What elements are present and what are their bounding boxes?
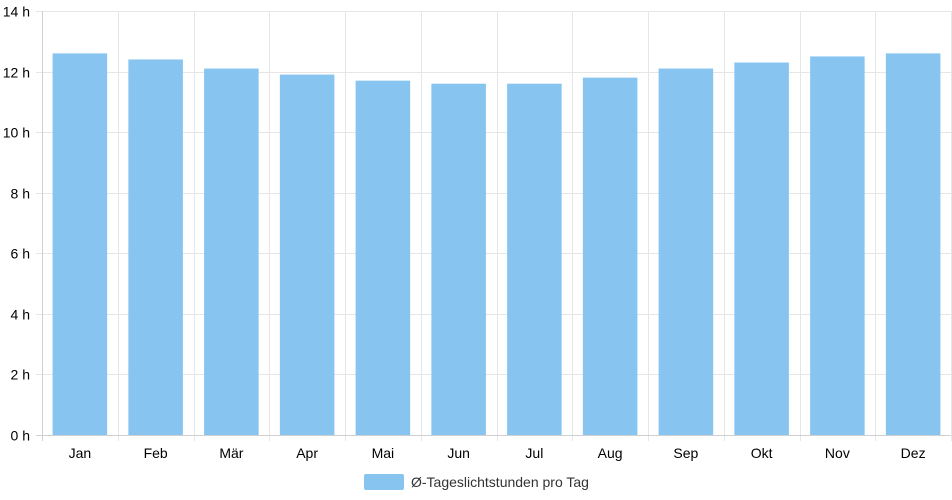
grid-lines (36, 11, 952, 441)
bar-feb[interactable] (128, 59, 183, 436)
x-tick-label: Mär (219, 445, 243, 461)
x-tick-label: Aug (598, 445, 623, 461)
y-tick-label: 14 h (3, 4, 30, 20)
x-tick-label: Okt (751, 445, 773, 461)
x-tick-label: Apr (296, 445, 318, 461)
x-tick-label: Jun (447, 445, 470, 461)
bar-jun[interactable] (431, 83, 486, 435)
bar-mai[interactable] (355, 80, 411, 435)
axes (36, 11, 951, 441)
x-tick-label: Feb (144, 445, 168, 461)
legend[interactable]: Ø-Tageslichtstunden pro Tag (364, 474, 589, 490)
x-tick-labels: Jan Feb Mär Apr Mai Jun Jul Aug Sep Okt Nov Dez (69, 445, 926, 461)
legend-swatch[interactable] (364, 474, 404, 490)
x-tick-label: Jul (525, 445, 543, 461)
bar-okt[interactable] (734, 62, 789, 436)
bars (52, 53, 941, 436)
x-tick-label: Nov (825, 445, 850, 461)
y-tick-label: 0 h (11, 428, 30, 444)
bar-nov[interactable] (810, 56, 865, 436)
bar-jan[interactable] (52, 53, 108, 436)
y-tick-label: 4 h (11, 307, 30, 323)
y-tick-label: 6 h (11, 246, 30, 262)
x-tick-label: Dez (901, 445, 926, 461)
bar-dez[interactable] (885, 53, 941, 436)
bar-apr[interactable] (279, 74, 335, 435)
x-tick-label: Jan (69, 445, 92, 461)
y-tick-label: 8 h (11, 186, 30, 202)
bar-jul[interactable] (507, 83, 562, 435)
bar-mär[interactable] (204, 68, 259, 435)
y-tick-label: 2 h (11, 367, 30, 383)
bar-sep[interactable] (658, 68, 714, 435)
bar-aug[interactable] (582, 77, 638, 435)
legend-label[interactable]: Ø-Tageslichtstunden pro Tag (411, 474, 589, 490)
y-tick-label: 10 h (3, 125, 30, 141)
x-tick-label: Mai (372, 445, 395, 461)
y-tick-label: 12 h (3, 65, 30, 81)
x-tick-label: Sep (673, 445, 698, 461)
y-tick-labels: 0 h 2 h 4 h 6 h 8 h 10 h 12 h 14 h (3, 4, 30, 444)
